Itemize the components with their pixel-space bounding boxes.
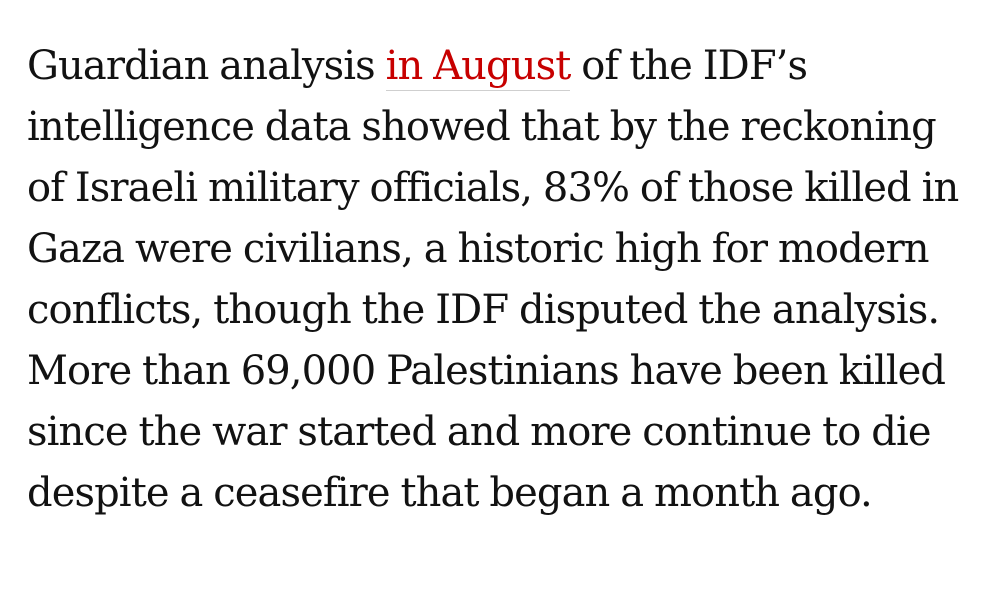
paragraph-text-start: Guardian analysis (27, 43, 386, 89)
paragraph-text-rest: of the IDF’s intelligence data showed th… (27, 43, 959, 516)
in-august-link[interactable]: in August (385, 43, 571, 91)
article-paragraph: Guardian analysis in August of the IDF’s… (27, 36, 977, 524)
